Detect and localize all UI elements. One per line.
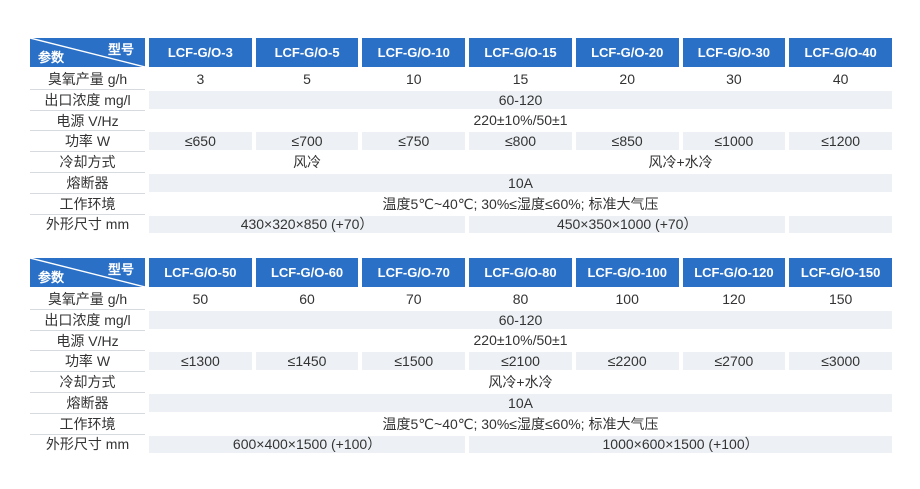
- header-model-cell: LCF-G/O-5: [255, 38, 359, 67]
- value-cell: 60-120: [149, 90, 892, 109]
- spec-table-models-50-150: 型号 参数 LCF-G/O-50 LCF-G/O-60 LCF-G/O-70 LCF-G/…: [30, 258, 892, 454]
- row-label-cell: 工作环境: [30, 194, 145, 215]
- value-cell: ≤850: [575, 132, 679, 151]
- value-cell: ≤750: [362, 132, 466, 151]
- value-cell: 80: [469, 290, 572, 308]
- header-model-cell: LCF-G/O-40: [789, 38, 892, 67]
- row-label-cell: 外形尺寸 mm: [30, 215, 145, 234]
- diagonal-divider-icon: [30, 38, 145, 67]
- row-label-cell: 臭氧产量 g/h: [30, 290, 145, 310]
- corner-label-model: 型号: [107, 262, 134, 277]
- header-model-cell: LCF-G/O-70: [362, 258, 466, 287]
- value-cell: 220±10%/50±1: [149, 331, 892, 350]
- corner-label-param: 参数: [38, 50, 65, 65]
- value-cell: 30: [682, 70, 786, 88]
- value-cell: 450×350×1000 (+70）: [469, 215, 786, 234]
- value-cell: 430×320×850 (+70）: [149, 215, 466, 234]
- value-cell: [789, 215, 892, 234]
- row-label-cell: 功率 W: [30, 132, 145, 152]
- value-cell: ≤2200: [575, 352, 679, 371]
- value-cell: 600×400×1500 (+100）: [149, 435, 466, 454]
- row-label-cell: 工作环境: [30, 414, 145, 435]
- header-model-cell: LCF-G/O-80: [469, 258, 572, 287]
- value-cell: 100: [575, 290, 679, 308]
- value-cell: 温度5℃~40℃; 30%≤湿度≤60%; 标准大气压: [149, 194, 892, 213]
- row-label-cell: 外形尺寸 mm: [30, 435, 145, 454]
- value-cell: ≤1000: [682, 132, 786, 151]
- header-model-cell: LCF-G/O-20: [575, 38, 679, 67]
- value-cell: 20: [575, 70, 679, 88]
- value-cell: 1000×600×1500 (+100）: [469, 435, 892, 454]
- diagonal-divider-icon: [30, 258, 145, 287]
- header-model-cell: LCF-G/O-100: [575, 258, 679, 287]
- value-cell: 70: [362, 290, 466, 308]
- value-cell: 温度5℃~40℃; 30%≤湿度≤60%; 标准大气压: [149, 414, 892, 433]
- header-model-cell: LCF-G/O-50: [149, 258, 252, 287]
- value-cell: 120: [682, 290, 786, 308]
- value-cell: 风冷+水冷: [149, 373, 892, 391]
- header-model-cell: LCF-G/O-60: [255, 258, 359, 287]
- row-label-cell: 臭氧产量 g/h: [30, 70, 145, 90]
- row-label-cell: 功率 W: [30, 352, 145, 372]
- row-label-cell: 熔断器: [30, 393, 145, 414]
- header-model-cell: LCF-G/O-15: [469, 38, 572, 67]
- value-cell: 10: [362, 70, 466, 88]
- header-model-cell: LCF-G/O-120: [682, 258, 786, 287]
- header-model-cell: LCF-G/O-10: [362, 38, 466, 67]
- value-cell: ≤2700: [682, 352, 786, 371]
- row-label-cell: 冷却方式: [30, 373, 145, 393]
- row-label-cell: 电源 V/Hz: [30, 111, 145, 132]
- value-cell: 15: [469, 70, 572, 88]
- value-cell: 50: [149, 290, 252, 308]
- value-cell: 风冷: [149, 153, 466, 171]
- value-cell: 60-120: [149, 310, 892, 329]
- corner-header-cell: 型号参数: [30, 258, 145, 287]
- value-cell: ≤800: [469, 132, 572, 151]
- value-cell: ≤1450: [255, 352, 359, 371]
- value-cell: 40: [789, 70, 892, 88]
- corner-header-cell: 型号参数: [30, 38, 145, 67]
- spec-table-models-3-40: 型号 参数 LCF-G/O-3 LCF-G/O-5 LCF-G/O-10 LCF-G/O-…: [30, 38, 892, 234]
- header-model-cell: LCF-G/O-3: [149, 38, 252, 67]
- row-label-cell: 冷却方式: [30, 153, 145, 173]
- value-cell: 3: [149, 70, 252, 88]
- value-cell: 10A: [149, 393, 892, 412]
- value-cell: ≤1300: [149, 352, 252, 371]
- row-label-cell: 出口浓度 mg/l: [30, 310, 145, 331]
- value-cell: 220±10%/50±1: [149, 111, 892, 130]
- value-cell: 5: [255, 70, 359, 88]
- value-cell: ≤1500: [362, 352, 466, 371]
- corner-label-param: 参数: [38, 270, 65, 285]
- value-cell: ≤650: [149, 132, 252, 151]
- value-cell: ≤3000: [789, 352, 892, 371]
- row-label-cell: 电源 V/Hz: [30, 331, 145, 352]
- value-cell: ≤1200: [789, 132, 892, 151]
- row-label-cell: 熔断器: [30, 173, 145, 194]
- value-cell: 60: [255, 290, 359, 308]
- value-cell: 风冷+水冷: [469, 153, 892, 171]
- value-cell: 150: [789, 290, 892, 308]
- value-cell: ≤2100: [469, 352, 572, 371]
- header-model-cell: LCF-G/O-30: [682, 38, 786, 67]
- corner-label-model: 型号: [107, 42, 134, 57]
- header-model-cell: LCF-G/O-150: [789, 258, 892, 287]
- value-cell: 10A: [149, 173, 892, 192]
- value-cell: ≤700: [255, 132, 359, 151]
- row-label-cell: 出口浓度 mg/l: [30, 90, 145, 111]
